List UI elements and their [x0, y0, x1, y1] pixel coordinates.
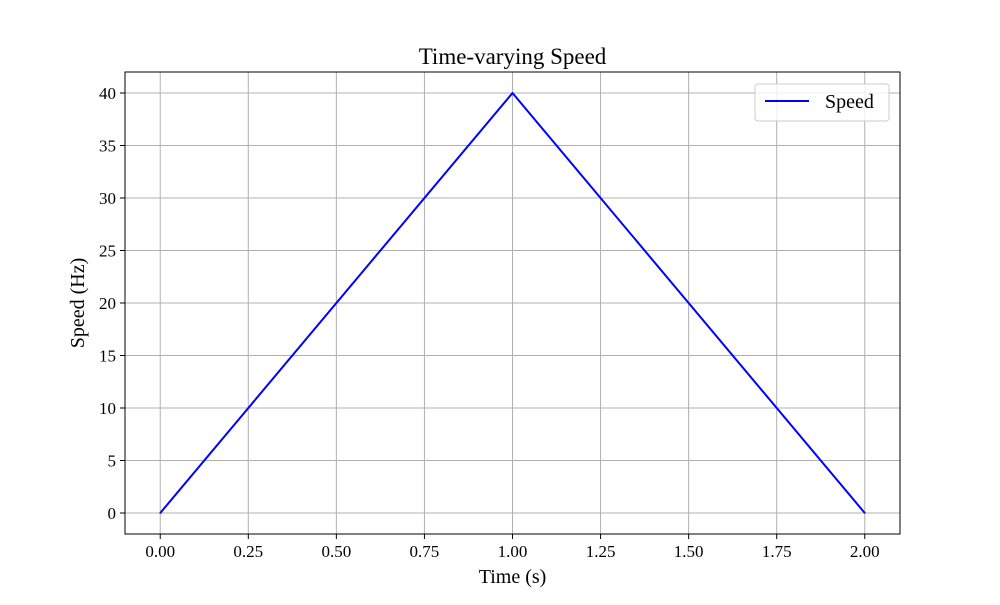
grid	[125, 72, 900, 534]
y-tick-label: 40	[99, 84, 116, 103]
y-tick-label: 20	[99, 294, 116, 313]
chart-title: Time-varying Speed	[419, 44, 607, 69]
y-tick-label: 25	[99, 242, 116, 261]
y-tick-label: 35	[99, 137, 116, 156]
y-tick-label: 0	[108, 504, 117, 523]
x-tick-label: 1.25	[586, 542, 616, 561]
y-tick-label: 30	[99, 189, 116, 208]
legend-box	[754, 83, 890, 122]
data-point	[863, 512, 866, 514]
x-tick-label: 0.75	[410, 542, 440, 561]
data-point	[511, 92, 514, 94]
x-tick-label: 1.00	[498, 542, 528, 561]
x-tick-label: 2.00	[850, 542, 880, 561]
x-tick-label: 0.00	[145, 542, 175, 561]
y-axis: 0 5 10 15 20 25 30 35 40	[99, 84, 125, 523]
x-tick-label: 1.50	[674, 542, 704, 561]
legend-label-speed: Speed	[825, 91, 874, 113]
legend: Speed	[754, 83, 890, 122]
y-axis-label: Speed (Hz)	[67, 258, 89, 349]
y-tick-label: 10	[99, 399, 116, 418]
x-tick-label: 0.50	[321, 542, 351, 561]
y-tick-label: 5	[108, 452, 117, 471]
x-tick-label: 0.25	[233, 542, 263, 561]
x-tick-label: 1.75	[762, 542, 792, 561]
y-tick-label: 15	[99, 347, 116, 366]
x-axis: 0.00 0.25 0.50 0.75 1.00 1.25 1.50 1.75 2.00	[145, 534, 880, 561]
x-axis-label: Time (s)	[479, 566, 547, 588]
plot-series	[159, 92, 866, 514]
data-point	[159, 512, 162, 514]
